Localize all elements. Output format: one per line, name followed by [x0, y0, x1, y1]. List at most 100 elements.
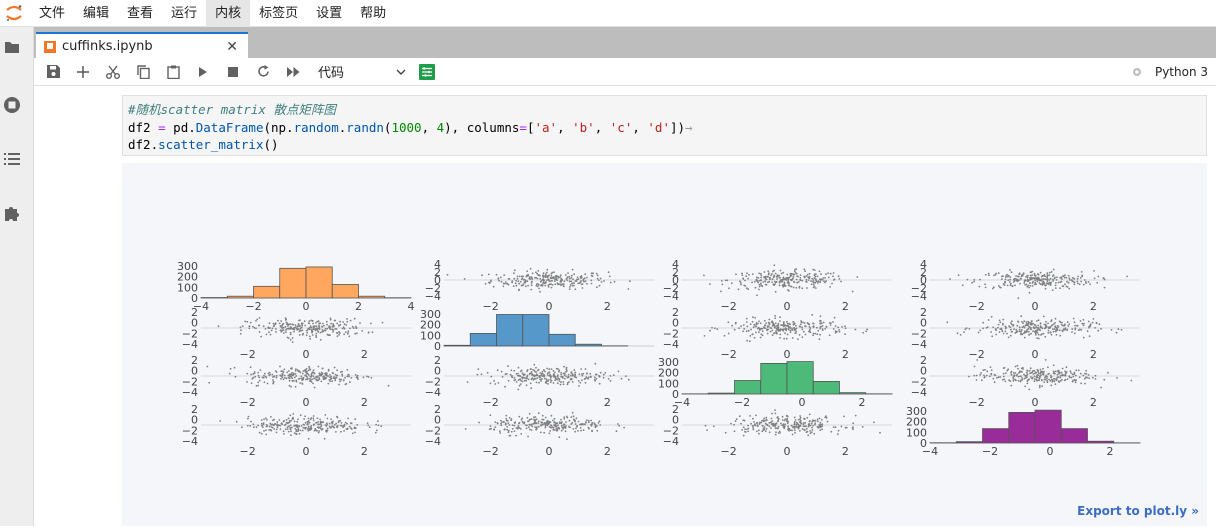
scatter-point: [1041, 276, 1043, 278]
menu-item[interactable]: 标签页: [250, 0, 307, 27]
menu-item[interactable]: 编辑: [74, 0, 118, 27]
scatter-point: [762, 429, 764, 431]
menu-item[interactable]: 查看: [118, 0, 162, 27]
scatter-point: [567, 382, 569, 384]
running-icon[interactable]: [2, 95, 22, 115]
notebook-icon: [44, 41, 56, 53]
scatter-point: [315, 333, 317, 335]
scatter-point: [774, 317, 776, 319]
cut-icon[interactable]: [98, 59, 128, 85]
scatter-point: [771, 418, 773, 420]
scatter-point: [561, 376, 563, 378]
scatter-point: [285, 329, 287, 331]
scatter-point: [284, 369, 286, 371]
scatter-point: [530, 387, 532, 389]
scatter-point: [758, 273, 760, 275]
scatter-point: [505, 415, 507, 417]
hist-bar: [306, 267, 332, 298]
scatter-point: [814, 333, 816, 335]
scatter-point: [520, 371, 522, 373]
fast-forward-icon[interactable]: [278, 59, 308, 85]
scatter-point: [559, 378, 561, 380]
scatter-point: [759, 284, 761, 286]
scatter-point: [573, 369, 575, 371]
scatter-point: [560, 374, 562, 376]
scatter-point: [332, 331, 334, 333]
menu-item[interactable]: 运行: [162, 0, 206, 27]
close-icon[interactable]: ✕: [226, 39, 238, 55]
scatter-y-tick: −4: [911, 386, 927, 399]
scatter-point: [814, 282, 816, 284]
menu-item[interactable]: 文件: [30, 0, 74, 27]
scatter-point: [1009, 269, 1011, 271]
scatter-point: [275, 331, 277, 333]
scatter-point: [291, 427, 293, 429]
scatter-point: [357, 375, 359, 377]
paste-icon[interactable]: [158, 59, 188, 85]
scatter-point: [1032, 282, 1034, 284]
scatter-point: [603, 280, 605, 282]
scatter-point: [550, 427, 552, 429]
scatter-point: [734, 430, 736, 432]
menu-item[interactable]: 内核: [206, 0, 250, 27]
scatter-point: [1001, 329, 1003, 331]
scatter-point: [1099, 323, 1101, 325]
scatter-point: [583, 281, 585, 283]
save-icon[interactable]: [38, 59, 68, 85]
restart-icon[interactable]: [248, 59, 278, 85]
scatter-point: [236, 421, 238, 423]
scatter-point: [1022, 322, 1024, 324]
copy-icon[interactable]: [128, 59, 158, 85]
scatter-point: [1064, 323, 1066, 325]
extension-icon[interactable]: [2, 203, 22, 223]
export-plotly-link[interactable]: Export to plot.ly »: [1077, 504, 1199, 518]
scatter-point: [306, 334, 308, 336]
scatter-point: [1020, 315, 1022, 317]
menu-item[interactable]: 设置: [307, 0, 351, 27]
scatter-point: [554, 429, 556, 431]
scatter-point: [784, 426, 786, 428]
scatter-point: [968, 376, 970, 378]
scatter-point: [315, 429, 317, 431]
scatter-point: [506, 283, 508, 285]
scatter-point: [548, 368, 550, 370]
tab-notebook[interactable]: cuffinks.ipynb ✕: [36, 32, 248, 59]
scatter-point: [762, 425, 764, 427]
scatter-point: [1077, 283, 1079, 285]
scatter-point: [813, 323, 815, 325]
add-cell-icon[interactable]: [68, 59, 98, 85]
scatter-point: [773, 270, 775, 272]
menu-item[interactable]: 帮助: [351, 0, 395, 27]
kernel-name[interactable]: Python 3: [1155, 65, 1208, 79]
cell-type-select[interactable]: 代码: [314, 61, 406, 83]
run-icon[interactable]: [188, 59, 218, 85]
scatter-point: [382, 322, 384, 324]
scatter-point: [347, 374, 349, 376]
scatter-point: [313, 420, 315, 422]
folder-icon[interactable]: [2, 37, 22, 57]
stop-icon[interactable]: [218, 59, 248, 85]
scatter-point: [551, 280, 553, 282]
scatter-point: [1030, 333, 1032, 335]
scatter-point: [1042, 368, 1044, 370]
scatter-point: [279, 425, 281, 427]
scatter-point: [504, 386, 506, 388]
scatter-point: [297, 430, 299, 432]
scatter-point: [273, 419, 275, 421]
scatter-point: [541, 280, 543, 282]
scatter-point: [1029, 292, 1031, 294]
variable-inspector-icon[interactable]: [412, 59, 442, 85]
scatter-point: [554, 283, 556, 285]
code-editor[interactable]: #随机scatter matrix 散点矩阵图 df2 = pd.DataFra…: [122, 95, 1207, 156]
scatter-point: [791, 273, 793, 275]
scatter-point: [749, 340, 751, 342]
scatter-point: [1061, 324, 1063, 326]
scatter-point: [563, 416, 565, 418]
scatter-point: [724, 335, 726, 337]
scatter-point: [311, 331, 313, 333]
scatter-point: [294, 327, 296, 329]
toc-icon[interactable]: [2, 149, 22, 169]
scatter-point: [515, 435, 517, 437]
scatter-point: [1034, 378, 1036, 380]
scatter-point: [760, 273, 762, 275]
